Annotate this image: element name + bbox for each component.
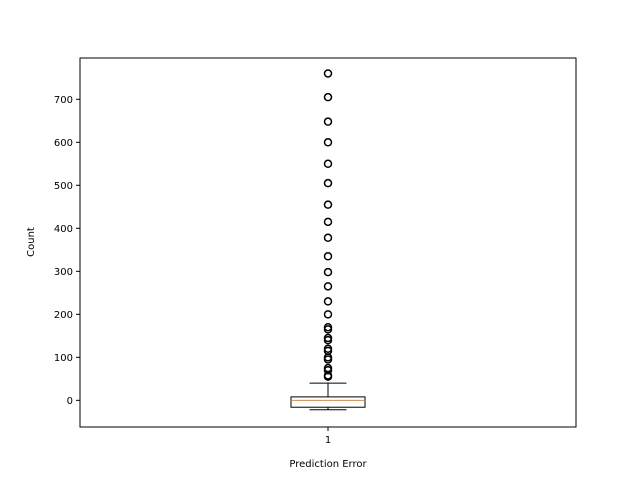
x-axis-label: Prediction Error [289, 459, 367, 470]
plot-area [80, 58, 576, 427]
outlier-point [323, 267, 333, 277]
outlier-point [323, 117, 333, 126]
x-tick-label: 1 [325, 435, 331, 446]
y-tick-label: 600 [54, 138, 73, 149]
outlier-point [323, 200, 333, 209]
y-tick-label: 500 [54, 181, 73, 192]
y-tick-label: 100 [54, 353, 73, 364]
y-axis-label: Count [26, 227, 37, 257]
outlier-point [323, 333, 333, 343]
outlier-point [323, 322, 333, 332]
y-tick-label: 300 [54, 267, 73, 278]
outlier-point [323, 252, 333, 261]
box-element [290, 382, 366, 411]
outlier-point [323, 92, 333, 102]
y-axis-ticks: 0 100 200 300 400 500 600 700 [54, 95, 80, 407]
outlier-point [323, 69, 333, 78]
outlier-point [323, 178, 333, 188]
outlier-point [323, 282, 333, 291]
outlier-point [323, 233, 333, 243]
plot-frame [79, 57, 577, 428]
x-axis-ticks: 1 [325, 427, 331, 446]
outlier-point [323, 217, 333, 227]
outlier-point [323, 363, 333, 373]
iqr-box [290, 396, 366, 408]
outlier-points [323, 69, 333, 381]
outlier-point [323, 310, 333, 319]
outlier-point [323, 159, 333, 169]
outlier-point [323, 138, 333, 147]
y-tick-label: 400 [54, 224, 73, 235]
y-tick-label: 700 [54, 95, 73, 106]
y-tick-label: 0 [67, 396, 73, 407]
outlier-point [323, 344, 333, 353]
outlier-point [323, 297, 333, 306]
y-tick-label: 200 [54, 310, 73, 321]
